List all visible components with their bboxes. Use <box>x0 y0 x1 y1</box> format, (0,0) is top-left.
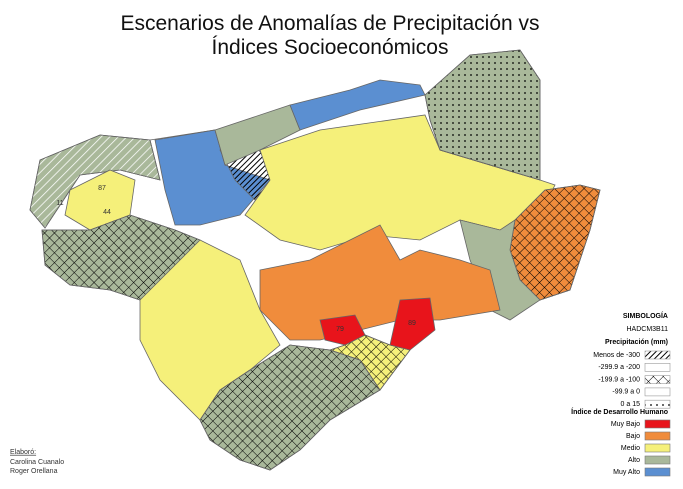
map-label: 79 <box>336 326 344 333</box>
map-label: 87 <box>98 185 106 192</box>
map <box>29 49 601 471</box>
legend-label: -299.9 a -200 <box>598 364 640 371</box>
legend-swatch <box>644 375 671 384</box>
legend-label: 0 a 15 <box>621 401 641 408</box>
credits-name: Roger Orellana <box>10 468 58 475</box>
credits: Elaboró: Carolina Cuanalo Roger Orellana <box>10 449 64 475</box>
legend-label: -199.9 a -100 <box>598 376 640 383</box>
region <box>424 49 541 181</box>
map-labels: 87 44 11 79 89 <box>56 185 416 333</box>
legend-model: HADCM3B11 <box>627 326 669 333</box>
region <box>289 79 426 131</box>
legend-swatch <box>644 431 671 441</box>
legend-swatch <box>644 467 671 477</box>
region <box>29 134 161 229</box>
legend-swatch <box>644 419 671 429</box>
legend-swatch <box>644 455 671 465</box>
map-label: 89 <box>408 320 416 327</box>
legend-heading: SIMBOLOGÍA <box>623 311 668 320</box>
title-line-2: Índices Socioeconómicos <box>212 36 449 59</box>
legend-label: -99.9 a 0 <box>612 389 640 396</box>
credits-name: Carolina Cuanalo <box>10 459 64 466</box>
legend: SIMBOLOGÍA HADCM3B11 Precipitación (mm) Men… <box>571 311 671 477</box>
legend-label: Bajo <box>626 433 640 440</box>
legend-swatch <box>644 350 671 360</box>
region <box>149 104 301 166</box>
legend-label: Muy Alto <box>613 469 640 476</box>
legend-label: Medio <box>621 445 640 452</box>
legend-label: Menos de -300 <box>593 352 640 359</box>
region <box>389 297 436 351</box>
map-label: 11 <box>56 200 63 207</box>
credits-label: Elaboró: <box>10 449 36 456</box>
region <box>259 224 501 341</box>
legend-swatch <box>644 362 671 372</box>
legend-idh-title: Índice de Desarrollo Humano <box>571 407 668 416</box>
legend-label: Muy Bajo <box>611 421 640 428</box>
legend-precip-title: Precipitación (mm) <box>605 339 668 346</box>
legend-swatch <box>644 399 671 409</box>
legend-label: Alto <box>628 457 640 464</box>
legend-swatch <box>644 443 671 453</box>
title-line-1: Escenarios de Anomalías de Precipitación… <box>120 12 539 35</box>
legend-swatch <box>644 387 671 397</box>
map-label: 44 <box>103 209 111 216</box>
region <box>319 314 366 346</box>
